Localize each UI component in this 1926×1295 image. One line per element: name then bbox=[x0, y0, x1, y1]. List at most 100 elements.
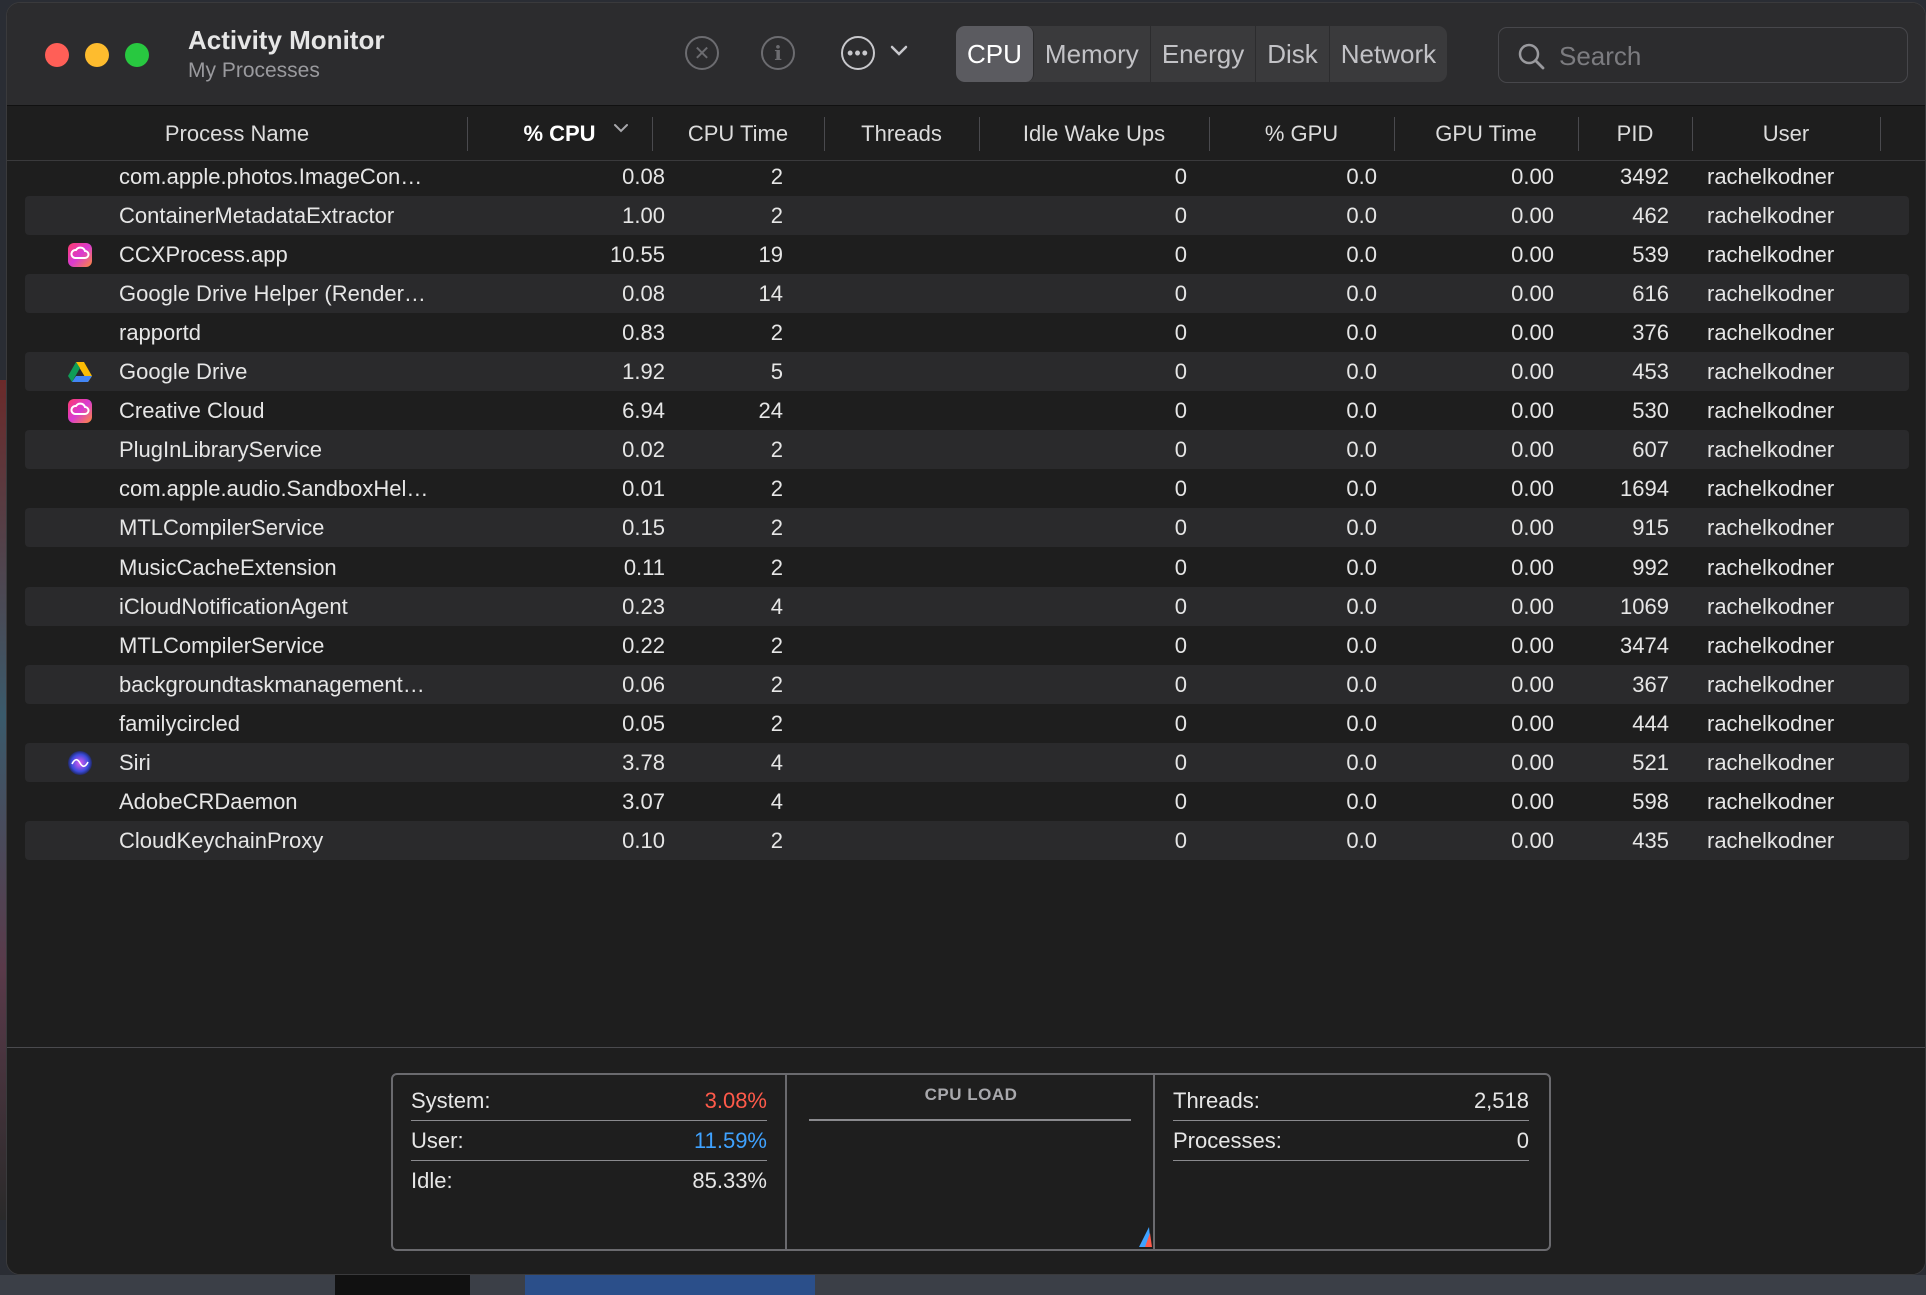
idle-wake-ups-cell: 0 bbox=[1174, 515, 1187, 541]
column-header-gpu[interactable]: % GPU bbox=[1264, 121, 1339, 146]
cpu-load-graph: CPU LOAD bbox=[787, 1075, 1155, 1249]
tab-cpu[interactable]: CPU bbox=[956, 26, 1034, 82]
user-cell: rachelkodner bbox=[1707, 671, 1835, 697]
cpu-time-cell: 0.08 bbox=[622, 164, 665, 189]
process-name-cell: rapportd bbox=[119, 320, 201, 346]
user-cell: rachelkodner bbox=[1707, 749, 1835, 775]
process-name-cell: MusicCacheExtension bbox=[119, 554, 337, 580]
table-row[interactable]: MusicCacheExtension 0.11 2 0 0.0 0.00 992 rache… bbox=[25, 548, 1909, 587]
minimize-window-button[interactable] bbox=[85, 43, 109, 67]
thread-count-cell: 19 bbox=[758, 242, 783, 268]
column-header-cpu-time[interactable]: CPU Time bbox=[687, 121, 789, 146]
user-cell: rachelkodner bbox=[1707, 359, 1835, 385]
gpu-time-cell: 0.00 bbox=[1511, 788, 1554, 814]
ellipsis-icon[interactable]: ••• bbox=[841, 36, 875, 70]
table-row[interactable]: CCXProcess.app 10.55 19 0 0.0 0.00 539 rachelko… bbox=[25, 235, 1909, 274]
info-icon[interactable]: i bbox=[761, 36, 795, 70]
column-header-pid[interactable]: PID bbox=[1616, 121, 1654, 146]
table-row[interactable]: ContainerMetadataExtractor 1.00 2 0 0.0 0.00 4… bbox=[25, 196, 1909, 236]
gpu-time-cell: 0.00 bbox=[1511, 710, 1554, 736]
table-row[interactable]: familycircled 0.05 2 0 0.0 0.00 444 rachelkodne… bbox=[25, 704, 1909, 743]
user-cell: rachelkodner bbox=[1707, 242, 1835, 268]
table-row[interactable]: AdobeCRDaemon 3.07 4 0 0.0 0.00 598 rachelkodne… bbox=[25, 782, 1909, 821]
chevron-down-icon[interactable] bbox=[887, 39, 911, 63]
column-header-gpu-time[interactable]: GPU Time bbox=[1435, 121, 1537, 146]
table-row[interactable]: com.apple.photos.ImageCon… 0.08 2 0 0.0 0.00 3… bbox=[25, 161, 1909, 196]
column-divider[interactable] bbox=[979, 117, 980, 151]
user-cell: rachelkodner bbox=[1707, 632, 1835, 658]
column-divider[interactable] bbox=[652, 117, 653, 151]
pid-cell: 530 bbox=[1632, 398, 1669, 424]
table-row[interactable]: Google Drive Helper (Render… 0.08 14 0 0.0 0.… bbox=[25, 274, 1909, 314]
table-row[interactable]: Google Drive 1.92 5 0 0.0 0.00 453 rachelkodner bbox=[25, 352, 1909, 392]
gpu-time-cell: 0.00 bbox=[1511, 164, 1554, 189]
table-row[interactable]: iCloudNotificationAgent 0.23 4 0 0.0 0.00 1069… bbox=[25, 586, 1909, 626]
gpu-time-cell: 0.00 bbox=[1511, 749, 1554, 775]
table-row[interactable]: CloudKeychainProxy 0.10 2 0 0.0 0.00 435 rachel… bbox=[25, 820, 1909, 860]
processes-value: 0 bbox=[1516, 1127, 1529, 1153]
process-name-cell: Google Drive bbox=[119, 359, 248, 385]
process-name-cell: Google Drive Helper (Render… bbox=[119, 281, 426, 307]
thread-count-cell: 2 bbox=[770, 515, 783, 541]
column-header-idle-wake-ups[interactable]: Idle Wake Ups bbox=[1022, 121, 1166, 146]
column-divider[interactable] bbox=[1209, 117, 1210, 151]
pid-cell: 915 bbox=[1632, 515, 1669, 541]
table-row[interactable]: rapportd 0.83 2 0 0.0 0.00 376 rachelkodner bbox=[25, 313, 1909, 352]
gpu-percent-cell: 0.0 bbox=[1346, 398, 1377, 424]
user-cell: rachelkodner bbox=[1707, 788, 1835, 814]
column-divider[interactable] bbox=[1578, 117, 1579, 151]
table-row[interactable]: MTLCompilerService 0.22 2 0 0.0 0.00 3474 rache… bbox=[25, 626, 1909, 665]
column-header-user[interactable]: User bbox=[1762, 121, 1810, 146]
tab-energy[interactable]: Energy bbox=[1151, 26, 1257, 82]
column-divider[interactable] bbox=[1394, 117, 1395, 151]
gpu-time-cell: 0.00 bbox=[1511, 437, 1554, 463]
column-divider[interactable] bbox=[824, 117, 825, 151]
zoom-window-button[interactable] bbox=[125, 43, 149, 67]
tab-memory[interactable]: Memory bbox=[1034, 26, 1151, 82]
idle-wake-ups-cell: 0 bbox=[1174, 203, 1187, 229]
cpu-time-cell: 0.01 bbox=[622, 476, 665, 502]
table-header: Process Name % CPU CPU Time Threads Idle Wak… bbox=[7, 107, 1925, 161]
toolbar: Activity Monitor My Processes ✕ i ••• CP… bbox=[7, 3, 1925, 106]
close-window-button[interactable] bbox=[45, 43, 69, 67]
idle-wake-ups-cell: 0 bbox=[1174, 476, 1187, 502]
column-divider[interactable] bbox=[1880, 117, 1881, 151]
tab-network[interactable]: Network bbox=[1340, 38, 1437, 69]
gpu-time-cell: 0.00 bbox=[1511, 242, 1554, 268]
sort-descending-icon[interactable] bbox=[613, 121, 629, 139]
idle-wake-ups-cell: 0 bbox=[1174, 710, 1187, 736]
column-header-process-name[interactable]: Process Name bbox=[164, 121, 310, 146]
user-cell: rachelkodner bbox=[1707, 320, 1835, 346]
thread-count-cell: 2 bbox=[770, 164, 783, 189]
pid-cell: 435 bbox=[1632, 827, 1669, 853]
tab-disk[interactable]: Disk bbox=[1256, 26, 1330, 82]
search-input[interactable] bbox=[1559, 40, 1889, 72]
idle-label: Idle: bbox=[411, 1168, 453, 1193]
processes-stat: Processes: 0 bbox=[1173, 1121, 1529, 1161]
idle-wake-ups-cell: 0 bbox=[1174, 164, 1187, 189]
table-row[interactable]: Creative Cloud 6.94 24 0 0.0 0.00 530 rachelkod… bbox=[25, 391, 1909, 430]
table-row[interactable]: Siri 3.78 4 0 0.0 0.00 521 rachelkodner bbox=[25, 742, 1909, 782]
pid-cell: 539 bbox=[1632, 242, 1669, 268]
stop-process-icon[interactable]: ✕ bbox=[685, 36, 719, 70]
column-divider[interactable] bbox=[467, 117, 468, 151]
view-tabs: CPU Memory Energy Disk Network bbox=[956, 26, 1448, 82]
table-row[interactable]: com.apple.audio.SandboxHel… 0.01 2 0 0.0 0.00… bbox=[25, 469, 1909, 508]
window-subtitle[interactable]: My Processes bbox=[188, 59, 320, 82]
thread-count-cell: 4 bbox=[770, 788, 783, 814]
table-row[interactable]: backgroundtaskmanagement… 0.06 2 0 0.0 0.00 36… bbox=[25, 664, 1909, 704]
table-row[interactable]: PlugInLibraryService 0.02 2 0 0.0 0.00 607 rach… bbox=[25, 430, 1909, 470]
column-header-cpu[interactable]: % CPU bbox=[523, 121, 596, 146]
gpu-percent-cell: 0.0 bbox=[1346, 554, 1377, 580]
column-divider[interactable] bbox=[1692, 117, 1693, 151]
thread-count-cell: 2 bbox=[770, 671, 783, 697]
column-header-threads[interactable]: Threads bbox=[861, 121, 942, 146]
cpu-time-cell: 0.23 bbox=[622, 593, 665, 619]
search-field[interactable] bbox=[1498, 27, 1908, 83]
idle-wake-ups-cell: 0 bbox=[1174, 359, 1187, 385]
user-cell: rachelkodner bbox=[1707, 398, 1835, 424]
gpu-time-cell: 0.00 bbox=[1511, 593, 1554, 619]
user-cell: rachelkodner bbox=[1707, 593, 1835, 619]
pid-cell: 453 bbox=[1632, 359, 1669, 385]
table-row[interactable]: MTLCompilerService 0.15 2 0 0.0 0.00 915 rachel… bbox=[25, 508, 1909, 548]
